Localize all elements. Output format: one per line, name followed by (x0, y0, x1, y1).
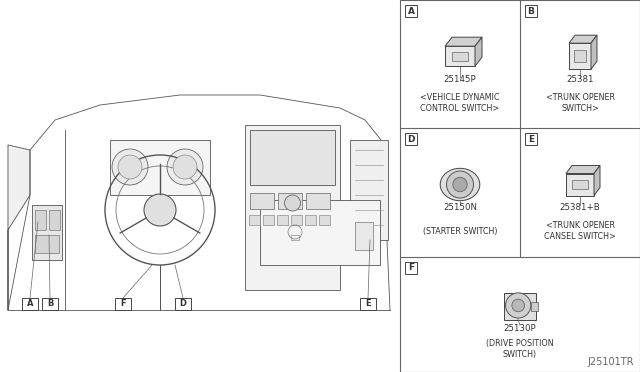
Text: A: A (27, 299, 33, 308)
Text: 25381: 25381 (566, 75, 594, 84)
Bar (175, 298, 191, 310)
Text: D: D (407, 135, 415, 144)
Ellipse shape (440, 168, 480, 201)
Circle shape (453, 177, 467, 192)
Circle shape (173, 155, 197, 179)
Bar (291, 215, 302, 225)
Bar (263, 215, 274, 225)
Bar (32, 205, 62, 260)
Bar (250, 193, 274, 209)
Polygon shape (445, 46, 475, 66)
Bar (260, 200, 380, 265)
Circle shape (167, 149, 203, 185)
Bar (110, 140, 210, 195)
Polygon shape (566, 166, 600, 173)
Bar (452, 52, 468, 61)
Polygon shape (569, 43, 591, 69)
Text: 25145P: 25145P (444, 75, 476, 84)
Bar (405, 5, 417, 17)
Circle shape (447, 171, 474, 198)
Bar (278, 193, 302, 209)
Bar (115, 298, 131, 310)
Bar (400, 0, 640, 372)
Bar (42, 298, 58, 310)
Text: F: F (408, 263, 414, 272)
Polygon shape (569, 35, 597, 43)
Bar (245, 125, 340, 290)
Bar (305, 215, 316, 225)
Text: E: E (528, 135, 534, 144)
Bar (572, 180, 588, 189)
Polygon shape (8, 145, 30, 310)
Bar (22, 298, 38, 310)
Bar (525, 133, 537, 145)
Polygon shape (591, 35, 597, 69)
Text: E: E (365, 299, 371, 308)
Text: (STARTER SWITCH): (STARTER SWITCH) (423, 227, 497, 235)
Bar (405, 133, 417, 145)
Bar (504, 293, 536, 320)
Polygon shape (475, 37, 482, 66)
Bar (291, 235, 299, 240)
Text: <TRUNK OPENER
CANSEL SWITCH>: <TRUNK OPENER CANSEL SWITCH> (544, 221, 616, 241)
Text: B: B (47, 299, 53, 308)
Bar (350, 140, 388, 240)
Bar (574, 50, 586, 62)
Polygon shape (566, 173, 594, 196)
Bar (249, 215, 260, 225)
Bar (49, 210, 60, 230)
Bar (35, 210, 46, 230)
Bar (360, 298, 376, 310)
Bar (405, 262, 417, 274)
Text: <TRUNK OPENER
SWITCH>: <TRUNK OPENER SWITCH> (545, 93, 614, 113)
Circle shape (118, 155, 142, 179)
Text: D: D (179, 299, 186, 308)
Circle shape (112, 149, 148, 185)
Bar (306, 193, 330, 209)
Text: F: F (120, 299, 126, 308)
Bar (355, 222, 373, 250)
Text: J25101TR: J25101TR (588, 357, 634, 367)
Text: 25150N: 25150N (443, 203, 477, 212)
Bar (250, 130, 335, 185)
Text: (DRIVE POSITION
SWITCH): (DRIVE POSITION SWITCH) (486, 339, 554, 359)
Bar (277, 215, 288, 225)
Circle shape (285, 195, 301, 211)
Text: 25381+B: 25381+B (559, 203, 600, 212)
Bar (319, 215, 330, 225)
Circle shape (506, 293, 531, 318)
Circle shape (144, 194, 176, 226)
Bar (531, 302, 538, 311)
Bar (525, 5, 537, 17)
Text: A: A (408, 6, 415, 16)
Bar (35, 235, 59, 253)
Circle shape (512, 299, 525, 312)
Text: 25130P: 25130P (504, 324, 536, 333)
Polygon shape (594, 166, 600, 196)
Polygon shape (445, 37, 482, 46)
Text: B: B (527, 6, 534, 16)
Text: <VEHICLE DYNAMIC
CONTROL SWITCH>: <VEHICLE DYNAMIC CONTROL SWITCH> (420, 93, 500, 113)
